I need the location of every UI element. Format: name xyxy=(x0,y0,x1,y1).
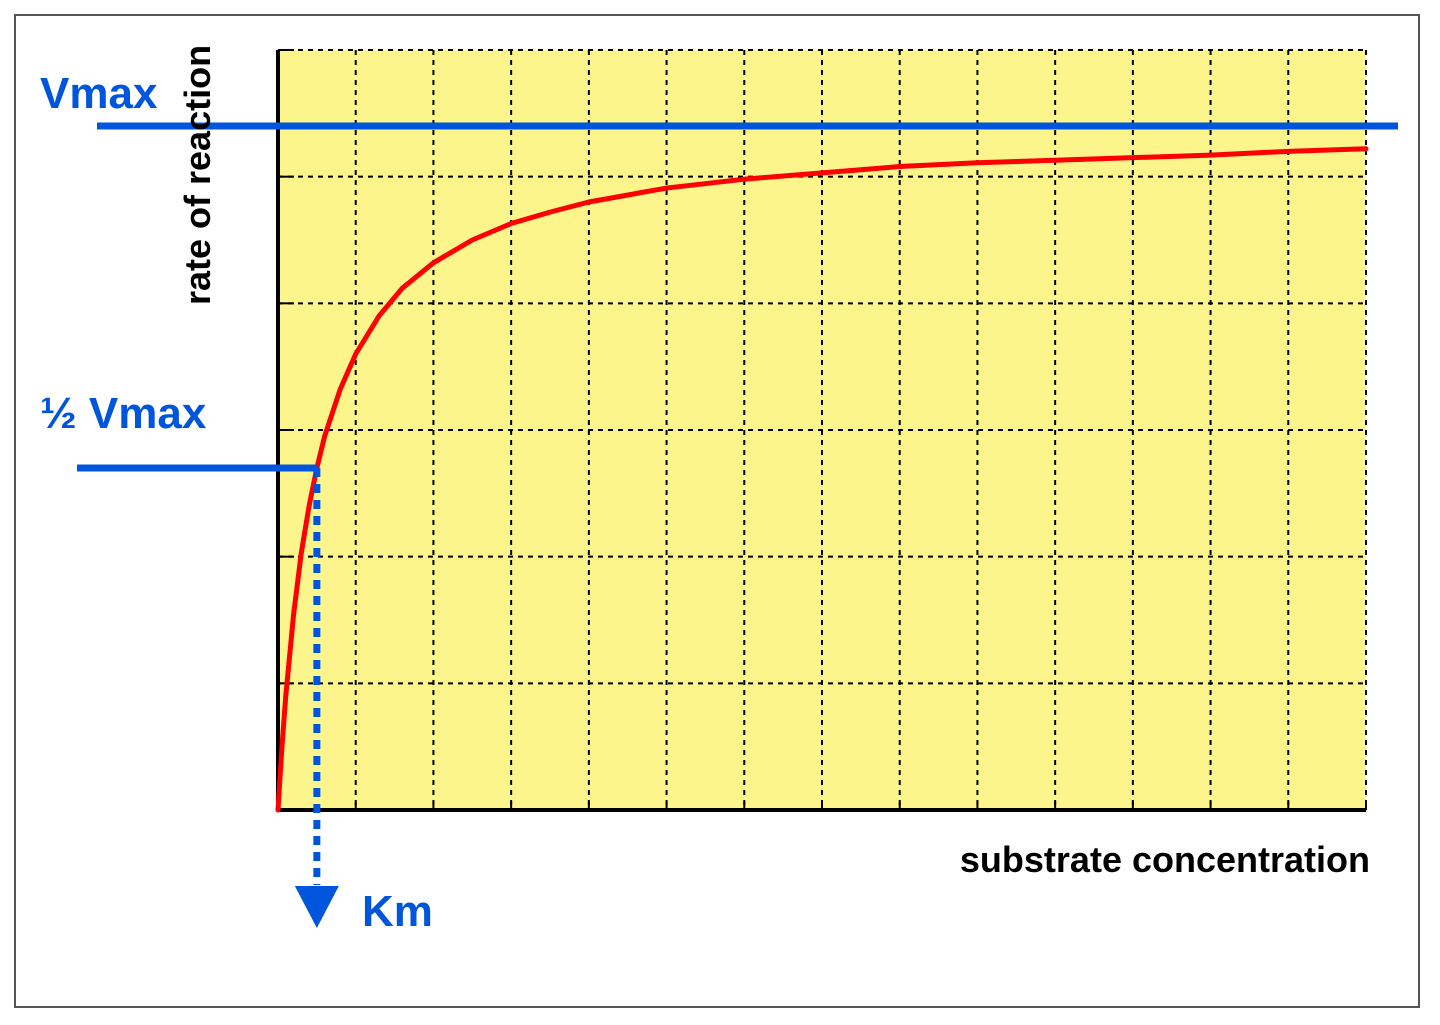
vmax-label: Vmax xyxy=(40,69,158,118)
km-label: Km xyxy=(362,887,433,936)
half-vmax-label: ½ Vmax xyxy=(40,389,207,438)
rate-curve xyxy=(275,146,1369,813)
y-axis-label: rate of reaction xyxy=(177,45,218,305)
x-axis-label: substrate concentration xyxy=(960,839,1370,880)
km-arrow-icon xyxy=(294,886,339,928)
